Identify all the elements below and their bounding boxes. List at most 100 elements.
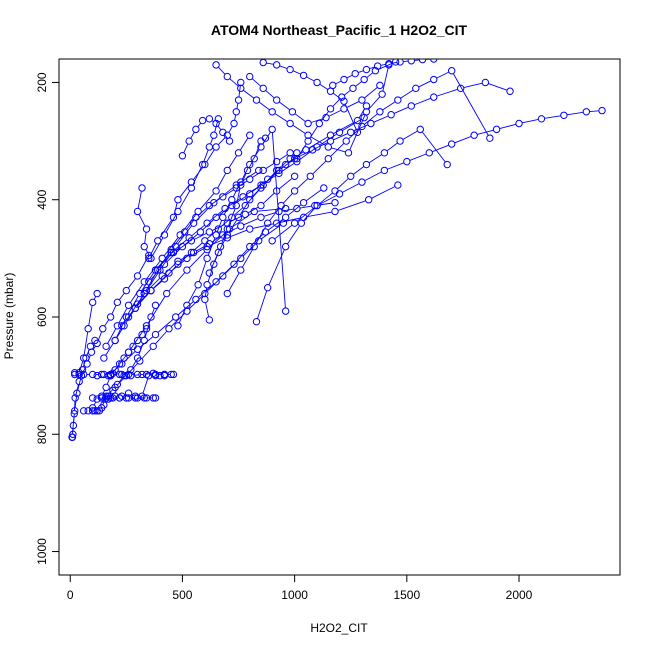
series-segment [198, 207, 208, 216]
y-tick-label: 600 [35, 307, 49, 327]
data-point [142, 322, 151, 330]
data-point [223, 72, 232, 81]
data-point [257, 201, 265, 210]
x-tick-label: 1500 [393, 588, 420, 602]
data-point [394, 96, 402, 104]
series-segment [179, 184, 190, 198]
data-point [331, 198, 339, 207]
data-point [230, 119, 238, 128]
data-point [259, 59, 267, 67]
data-point [87, 348, 96, 356]
series-segment [219, 237, 227, 250]
data-point [79, 370, 88, 379]
series-segment [265, 162, 275, 170]
data-point [97, 370, 106, 379]
data-point [187, 248, 196, 257]
data-point [174, 322, 182, 330]
series-segment [165, 214, 177, 233]
series-segment [97, 331, 103, 341]
series-segment [265, 90, 275, 99]
series-segment [282, 192, 293, 204]
series-segment [369, 66, 375, 70]
series-segment [202, 219, 215, 231]
data-point [396, 137, 404, 145]
data-point [443, 160, 451, 169]
data-point [371, 67, 380, 75]
series-segment [102, 401, 105, 406]
data-point [223, 166, 232, 175]
data-point [286, 65, 294, 74]
data-point [88, 370, 97, 379]
data-point [133, 272, 142, 280]
data-point [277, 201, 285, 210]
series-segment [108, 389, 114, 395]
series-segment [136, 293, 146, 306]
series-segment [118, 292, 125, 301]
data-point [344, 149, 353, 157]
data-point [340, 75, 348, 84]
series-segment [299, 205, 312, 209]
series-segment [344, 103, 357, 130]
data-point [326, 87, 335, 95]
series-segment [186, 219, 195, 230]
y-tick-label: 800 [35, 424, 49, 444]
series-segment [278, 160, 289, 169]
data-point [232, 108, 240, 116]
data-point [140, 242, 148, 251]
data-point [118, 370, 126, 379]
data-point [113, 298, 122, 307]
series-segment [236, 103, 239, 109]
series-segment [168, 272, 186, 292]
series-segment [353, 124, 369, 132]
data-point [293, 204, 301, 213]
data-point [212, 119, 220, 128]
data-point [100, 370, 108, 379]
series-segment [332, 92, 342, 100]
data-point [142, 225, 151, 233]
series-segment [278, 177, 293, 190]
data-point [122, 286, 131, 295]
data-point [201, 160, 209, 169]
data-point [430, 93, 438, 101]
data-point [246, 196, 254, 204]
data-point [403, 157, 411, 166]
data-point [380, 149, 389, 157]
data-point [210, 260, 218, 268]
data-point [151, 301, 160, 309]
data-point [342, 137, 350, 145]
data-point [223, 231, 232, 239]
series-segment [331, 147, 346, 153]
series-segment [364, 113, 378, 125]
x-tick-label: 2000 [506, 588, 533, 602]
data-point [239, 193, 247, 201]
data-point [203, 219, 211, 227]
series-segment [138, 258, 148, 274]
data-point [237, 178, 245, 186]
series-segment [382, 101, 396, 111]
data-point [219, 213, 227, 222]
data-point [320, 184, 328, 192]
data-point [373, 62, 382, 70]
data-point [129, 342, 137, 351]
data-point [281, 307, 290, 315]
series-segment [178, 308, 187, 324]
series-segment [409, 153, 427, 161]
series-segment [204, 287, 208, 297]
data-point [252, 96, 261, 104]
data-point [93, 289, 101, 298]
data-point [138, 184, 146, 192]
series-segment [228, 219, 238, 233]
data-point [124, 301, 133, 309]
series-segment [391, 61, 397, 64]
data-point [237, 78, 245, 87]
series-segment [205, 302, 210, 317]
series-segment [432, 144, 449, 153]
data-point [407, 102, 416, 110]
data-point [201, 295, 209, 304]
series-segment [175, 242, 189, 252]
data-point [376, 81, 384, 90]
series-segment [319, 192, 333, 204]
series-segment [292, 124, 306, 134]
data-point [313, 201, 321, 210]
